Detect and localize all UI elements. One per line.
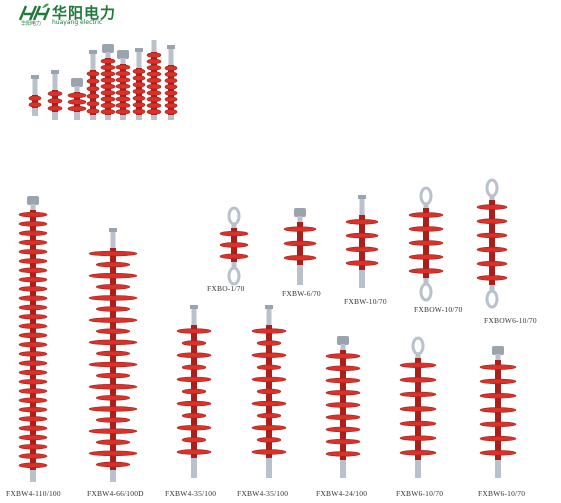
product-label: FXBW4-35/100 [165, 489, 217, 498]
product-label: FXBW4-110/100 [6, 489, 61, 498]
insulator-image [219, 206, 249, 286]
insulator-image [408, 186, 444, 302]
insulator-image [115, 50, 131, 120]
product-label: FXBW4-35/100 [237, 489, 289, 498]
product-label: FXBW4-66/100D [87, 489, 144, 498]
insulator-image [28, 75, 42, 116]
insulator-image [479, 346, 517, 478]
brand-name-en: huayang electric [52, 19, 103, 26]
insulator-image [176, 305, 212, 478]
brand-name-cn: 华阳电力 [52, 4, 117, 22]
double-h-leaf-logo-icon [18, 3, 50, 21]
insulator-image [47, 70, 63, 120]
insulator-image [18, 196, 48, 482]
insulator-image [132, 48, 146, 120]
product-label: FXBOW6-10/70 [484, 316, 537, 325]
product-label: FXBO-1/70 [207, 284, 245, 293]
insulator-image [67, 78, 87, 120]
insulator-image [100, 44, 116, 120]
insulator-image [345, 195, 379, 288]
product-label: FXBW-6/70 [282, 289, 321, 298]
insulator-image [476, 178, 508, 309]
insulator-image [399, 336, 437, 478]
product-label: FXBW6-10/70 [478, 489, 526, 498]
product-label: FXBW-10/70 [344, 297, 387, 306]
insulator-image [164, 45, 178, 120]
insulator-image [88, 228, 138, 482]
product-label: FXBW6-10/70 [396, 489, 444, 498]
product-group-photo [25, 40, 185, 125]
insulator-group-illustration [28, 40, 178, 120]
brand-name-cn-small: 华阳电力 [21, 21, 42, 27]
insulator-image [325, 336, 361, 478]
insulator-image [251, 305, 287, 478]
product-label: FXBOW-10/70 [414, 305, 463, 314]
brand-logo: 华阳电力 huayang electric 华阳电力 [18, 2, 128, 28]
insulator-image [86, 50, 100, 120]
insulator-image [283, 208, 317, 285]
product-label: FXBW4-24/100 [316, 489, 368, 498]
insulator-image [146, 40, 162, 120]
